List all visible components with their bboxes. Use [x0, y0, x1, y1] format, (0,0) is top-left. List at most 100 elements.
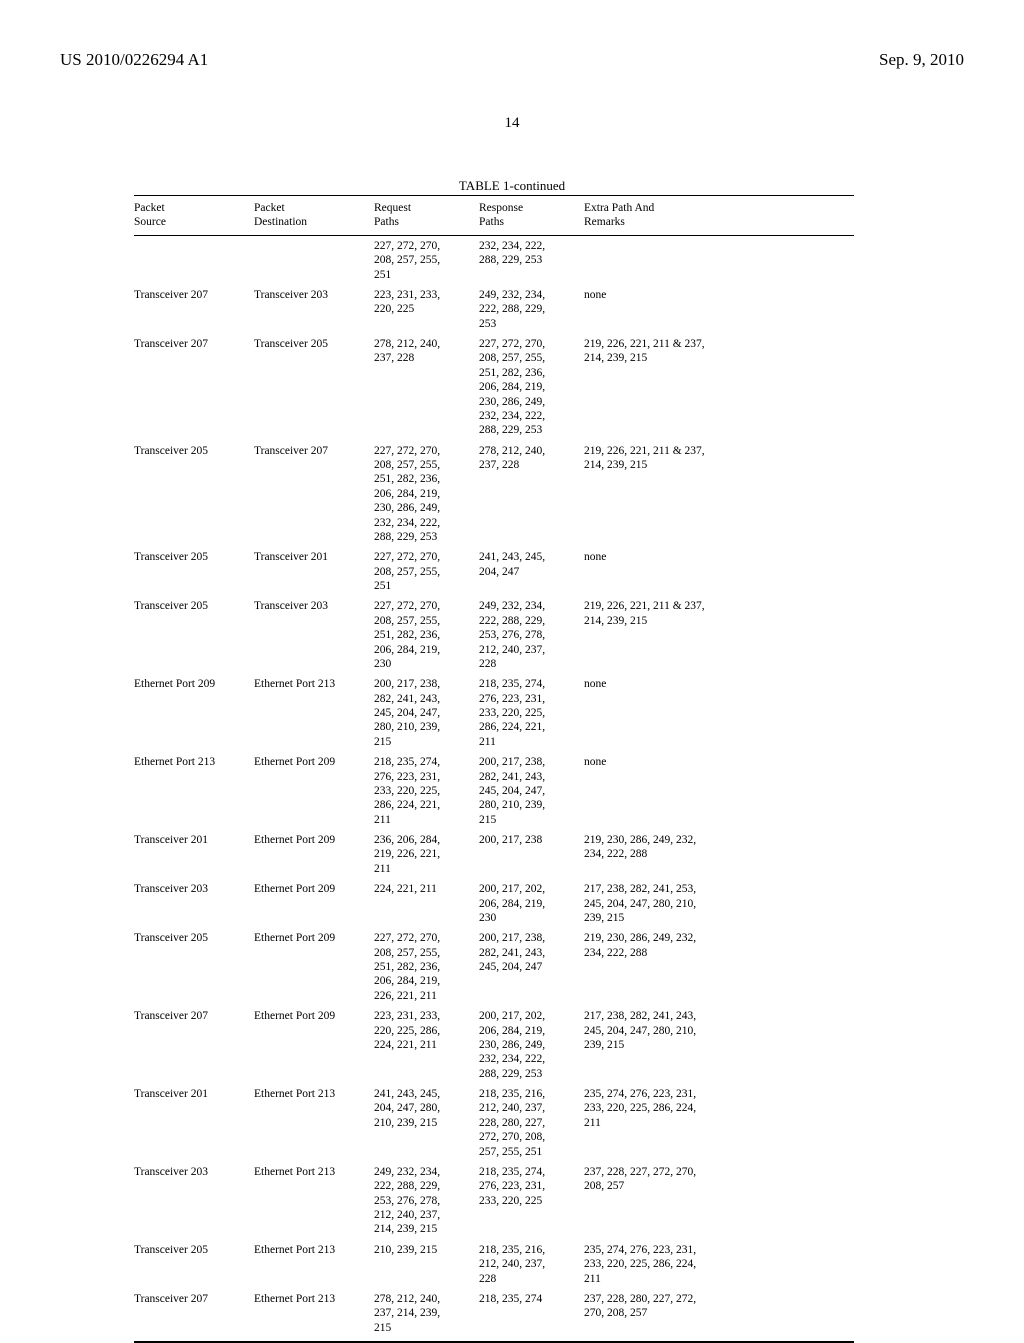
cell-request: 227, 272, 270,208, 257, 255,251, 282, 23…: [374, 441, 479, 548]
cell-source: [134, 236, 254, 285]
cell-request: 224, 221, 211: [374, 879, 479, 928]
cell-destination: Ethernet Port 213: [254, 1289, 374, 1338]
cell-response: 218, 235, 274: [479, 1289, 584, 1338]
table-row: Ethernet Port 209Ethernet Port 213200, 2…: [134, 674, 854, 752]
table-title: TABLE 1-continued: [459, 178, 565, 194]
cell-remarks: 235, 274, 276, 223, 231,233, 220, 225, 2…: [584, 1084, 854, 1162]
cell-request: 223, 231, 233,220, 225: [374, 285, 479, 334]
table-row: 227, 272, 270,208, 257, 255,251232, 234,…: [134, 236, 854, 285]
cell-remarks: none: [584, 547, 854, 596]
cell-destination: Transceiver 207: [254, 441, 374, 548]
table-row: Transceiver 203Ethernet Port 209224, 221…: [134, 879, 854, 928]
publication-date: Sep. 9, 2010: [879, 50, 964, 70]
cell-response: 218, 235, 216,212, 240, 237,228: [479, 1240, 584, 1289]
cell-destination: Ethernet Port 213: [254, 1162, 374, 1240]
column-header-request: RequestPaths: [374, 198, 479, 233]
cell-source: Transceiver 205: [134, 547, 254, 596]
cell-remarks: 217, 238, 282, 241, 253,245, 204, 247, 2…: [584, 879, 854, 928]
cell-response: 249, 232, 234,222, 288, 229,253: [479, 285, 584, 334]
cell-response: 218, 235, 216,212, 240, 237,228, 280, 22…: [479, 1084, 584, 1162]
table-row: Transceiver 205Transceiver 207227, 272, …: [134, 441, 854, 548]
cell-source: Transceiver 207: [134, 334, 254, 441]
cell-remarks: 219, 226, 221, 211 & 237,214, 239, 215: [584, 441, 854, 548]
cell-request: 227, 272, 270,208, 257, 255,251: [374, 547, 479, 596]
cell-response: 241, 243, 245,204, 247: [479, 547, 584, 596]
cell-source: Transceiver 205: [134, 441, 254, 548]
cell-destination: Ethernet Port 209: [254, 752, 374, 830]
cell-request: 278, 212, 240,237, 228: [374, 334, 479, 441]
cell-response: 200, 217, 238,282, 241, 243,245, 204, 24…: [479, 752, 584, 830]
table-row: Transceiver 205Transceiver 201227, 272, …: [134, 547, 854, 596]
cell-source: Transceiver 205: [134, 928, 254, 1006]
table-row: Ethernet Port 213Ethernet Port 209218, 2…: [134, 752, 854, 830]
table-row: Transceiver 201Ethernet Port 213241, 243…: [134, 1084, 854, 1162]
cell-source: Transceiver 207: [134, 1006, 254, 1084]
cell-request: 200, 217, 238,282, 241, 243,245, 204, 24…: [374, 674, 479, 752]
cell-response: 200, 217, 202,206, 284, 219,230, 286, 24…: [479, 1006, 584, 1084]
cell-remarks: 217, 238, 282, 241, 243,245, 204, 247, 2…: [584, 1006, 854, 1084]
cell-request: 236, 206, 284,219, 226, 221,211: [374, 830, 479, 879]
cell-request: 227, 272, 270,208, 257, 255,251, 282, 23…: [374, 596, 479, 674]
cell-response: 227, 272, 270,208, 257, 255,251, 282, 23…: [479, 334, 584, 441]
cell-destination: Ethernet Port 209: [254, 1006, 374, 1084]
cell-response: 218, 235, 274,276, 223, 231,233, 220, 22…: [479, 674, 584, 752]
column-header-destination: PacketDestination: [254, 198, 374, 233]
table-row: Transceiver 201Ethernet Port 209236, 206…: [134, 830, 854, 879]
cell-destination: Ethernet Port 209: [254, 879, 374, 928]
cell-source: Ethernet Port 209: [134, 674, 254, 752]
cell-source: Transceiver 205: [134, 596, 254, 674]
cell-remarks: 237, 228, 280, 227, 272,270, 208, 257: [584, 1289, 854, 1338]
table-row: Transceiver 205Transceiver 203227, 272, …: [134, 596, 854, 674]
cell-source: Transceiver 205: [134, 1240, 254, 1289]
cell-request: 227, 272, 270,208, 257, 255,251, 282, 23…: [374, 928, 479, 1006]
cell-response: 200, 217, 238,282, 241, 243,245, 204, 24…: [479, 928, 584, 1006]
cell-remarks: 219, 226, 221, 211 & 237,214, 239, 215: [584, 334, 854, 441]
cell-request: 278, 212, 240,237, 214, 239,215: [374, 1289, 479, 1338]
table-row: Transceiver 207Ethernet Port 209223, 231…: [134, 1006, 854, 1084]
page-number: 14: [505, 115, 520, 132]
cell-remarks: none: [584, 752, 854, 830]
cell-response: 249, 232, 234,222, 288, 229,253, 276, 27…: [479, 596, 584, 674]
cell-remarks: none: [584, 285, 854, 334]
table-row: Transceiver 207Transceiver 203223, 231, …: [134, 285, 854, 334]
cell-destination: Transceiver 203: [254, 596, 374, 674]
cell-source: Transceiver 207: [134, 285, 254, 334]
cell-destination: Transceiver 203: [254, 285, 374, 334]
cell-remarks: 219, 230, 286, 249, 232,234, 222, 288: [584, 928, 854, 1006]
table-row: Transceiver 207Ethernet Port 213278, 212…: [134, 1289, 854, 1338]
table-row: Transceiver 205Ethernet Port 209227, 272…: [134, 928, 854, 1006]
cell-source: Transceiver 207: [134, 1289, 254, 1338]
cell-response: 200, 217, 238: [479, 830, 584, 879]
cell-source: Transceiver 203: [134, 1162, 254, 1240]
cell-remarks: [584, 236, 854, 285]
cell-destination: Ethernet Port 209: [254, 830, 374, 879]
cell-destination: Ethernet Port 213: [254, 674, 374, 752]
table-row: Transceiver 203Ethernet Port 213249, 232…: [134, 1162, 854, 1240]
column-header-remarks: Extra Path AndRemarks: [584, 198, 854, 233]
table-container: PacketSource PacketDestination RequestPa…: [134, 195, 854, 1343]
cell-remarks: none: [584, 674, 854, 752]
cell-request: 249, 232, 234,222, 288, 229,253, 276, 27…: [374, 1162, 479, 1240]
cell-remarks: 219, 230, 286, 249, 232,234, 222, 288: [584, 830, 854, 879]
publication-number: US 2010/0226294 A1: [60, 50, 208, 70]
cell-destination: Transceiver 205: [254, 334, 374, 441]
cell-response: 232, 234, 222,288, 229, 253: [479, 236, 584, 285]
cell-response: 218, 235, 274,276, 223, 231,233, 220, 22…: [479, 1162, 584, 1240]
column-header-source: PacketSource: [134, 198, 254, 233]
column-header-response: ResponsePaths: [479, 198, 584, 233]
cell-destination: Ethernet Port 213: [254, 1084, 374, 1162]
data-table: PacketSource PacketDestination RequestPa…: [134, 198, 854, 233]
cell-destination: Ethernet Port 213: [254, 1240, 374, 1289]
cell-request: 227, 272, 270,208, 257, 255,251: [374, 236, 479, 285]
cell-request: 210, 239, 215: [374, 1240, 479, 1289]
cell-request: 223, 231, 233,220, 225, 286,224, 221, 21…: [374, 1006, 479, 1084]
cell-destination: Ethernet Port 209: [254, 928, 374, 1006]
cell-source: Transceiver 201: [134, 830, 254, 879]
cell-response: 278, 212, 240,237, 228: [479, 441, 584, 548]
cell-request: 218, 235, 274,276, 223, 231,233, 220, 22…: [374, 752, 479, 830]
cell-response: 200, 217, 202,206, 284, 219,230: [479, 879, 584, 928]
cell-remarks: 235, 274, 276, 223, 231,233, 220, 225, 2…: [584, 1240, 854, 1289]
cell-destination: Transceiver 201: [254, 547, 374, 596]
table-row: Transceiver 207Transceiver 205278, 212, …: [134, 334, 854, 441]
cell-remarks: 219, 226, 221, 211 & 237,214, 239, 215: [584, 596, 854, 674]
